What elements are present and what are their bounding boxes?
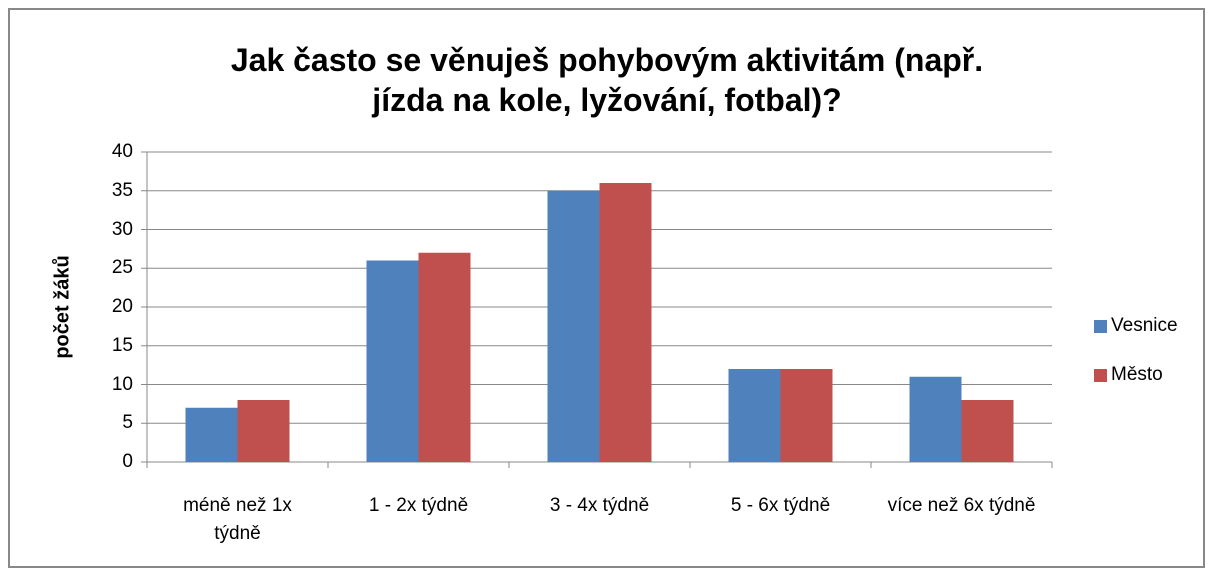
legend-item: Vesnice	[1094, 315, 1178, 337]
x-tick-label: více než 6x týdně	[887, 495, 1036, 516]
legend-item: Město	[1094, 364, 1163, 386]
y-tick-label: 10	[111, 373, 133, 395]
y-tick-label: 5	[122, 412, 133, 434]
chart-title: Jak často se věnuješ pohybovým aktivitám…	[230, 42, 984, 118]
x-tick-label: méně než 1x týdně	[183, 495, 292, 544]
bar	[599, 183, 652, 462]
legend-label: Vesnice	[1111, 315, 1178, 336]
y-tick-label: 0	[122, 451, 133, 472]
y-tick-label: 20	[111, 296, 133, 317]
x-tick-label: 5 - 6x týdně	[730, 495, 831, 516]
y-tick-label: 35	[111, 179, 133, 201]
legend-label: Město	[1111, 364, 1163, 385]
x-tick-label: 3 - 4x týdně	[549, 495, 650, 516]
y-tick-label: 40	[111, 141, 133, 162]
y-tick-label: 15	[111, 334, 133, 356]
bar	[237, 400, 290, 462]
y-tick-label: 25	[111, 257, 133, 279]
legend-swatch	[1094, 368, 1107, 382]
bar	[185, 407, 238, 462]
chart-border	[8, 8, 1205, 568]
bar	[366, 260, 419, 462]
y-axis-label: počet žáků	[51, 255, 74, 359]
bar	[728, 369, 781, 462]
bar	[909, 376, 962, 462]
bar	[418, 252, 471, 462]
legend-swatch	[1094, 319, 1107, 333]
x-tick-label: 1 - 2x týdně	[368, 495, 469, 516]
bar	[547, 190, 600, 462]
y-tick-label: 30	[111, 218, 133, 240]
bar	[780, 369, 833, 462]
bar	[961, 400, 1014, 462]
